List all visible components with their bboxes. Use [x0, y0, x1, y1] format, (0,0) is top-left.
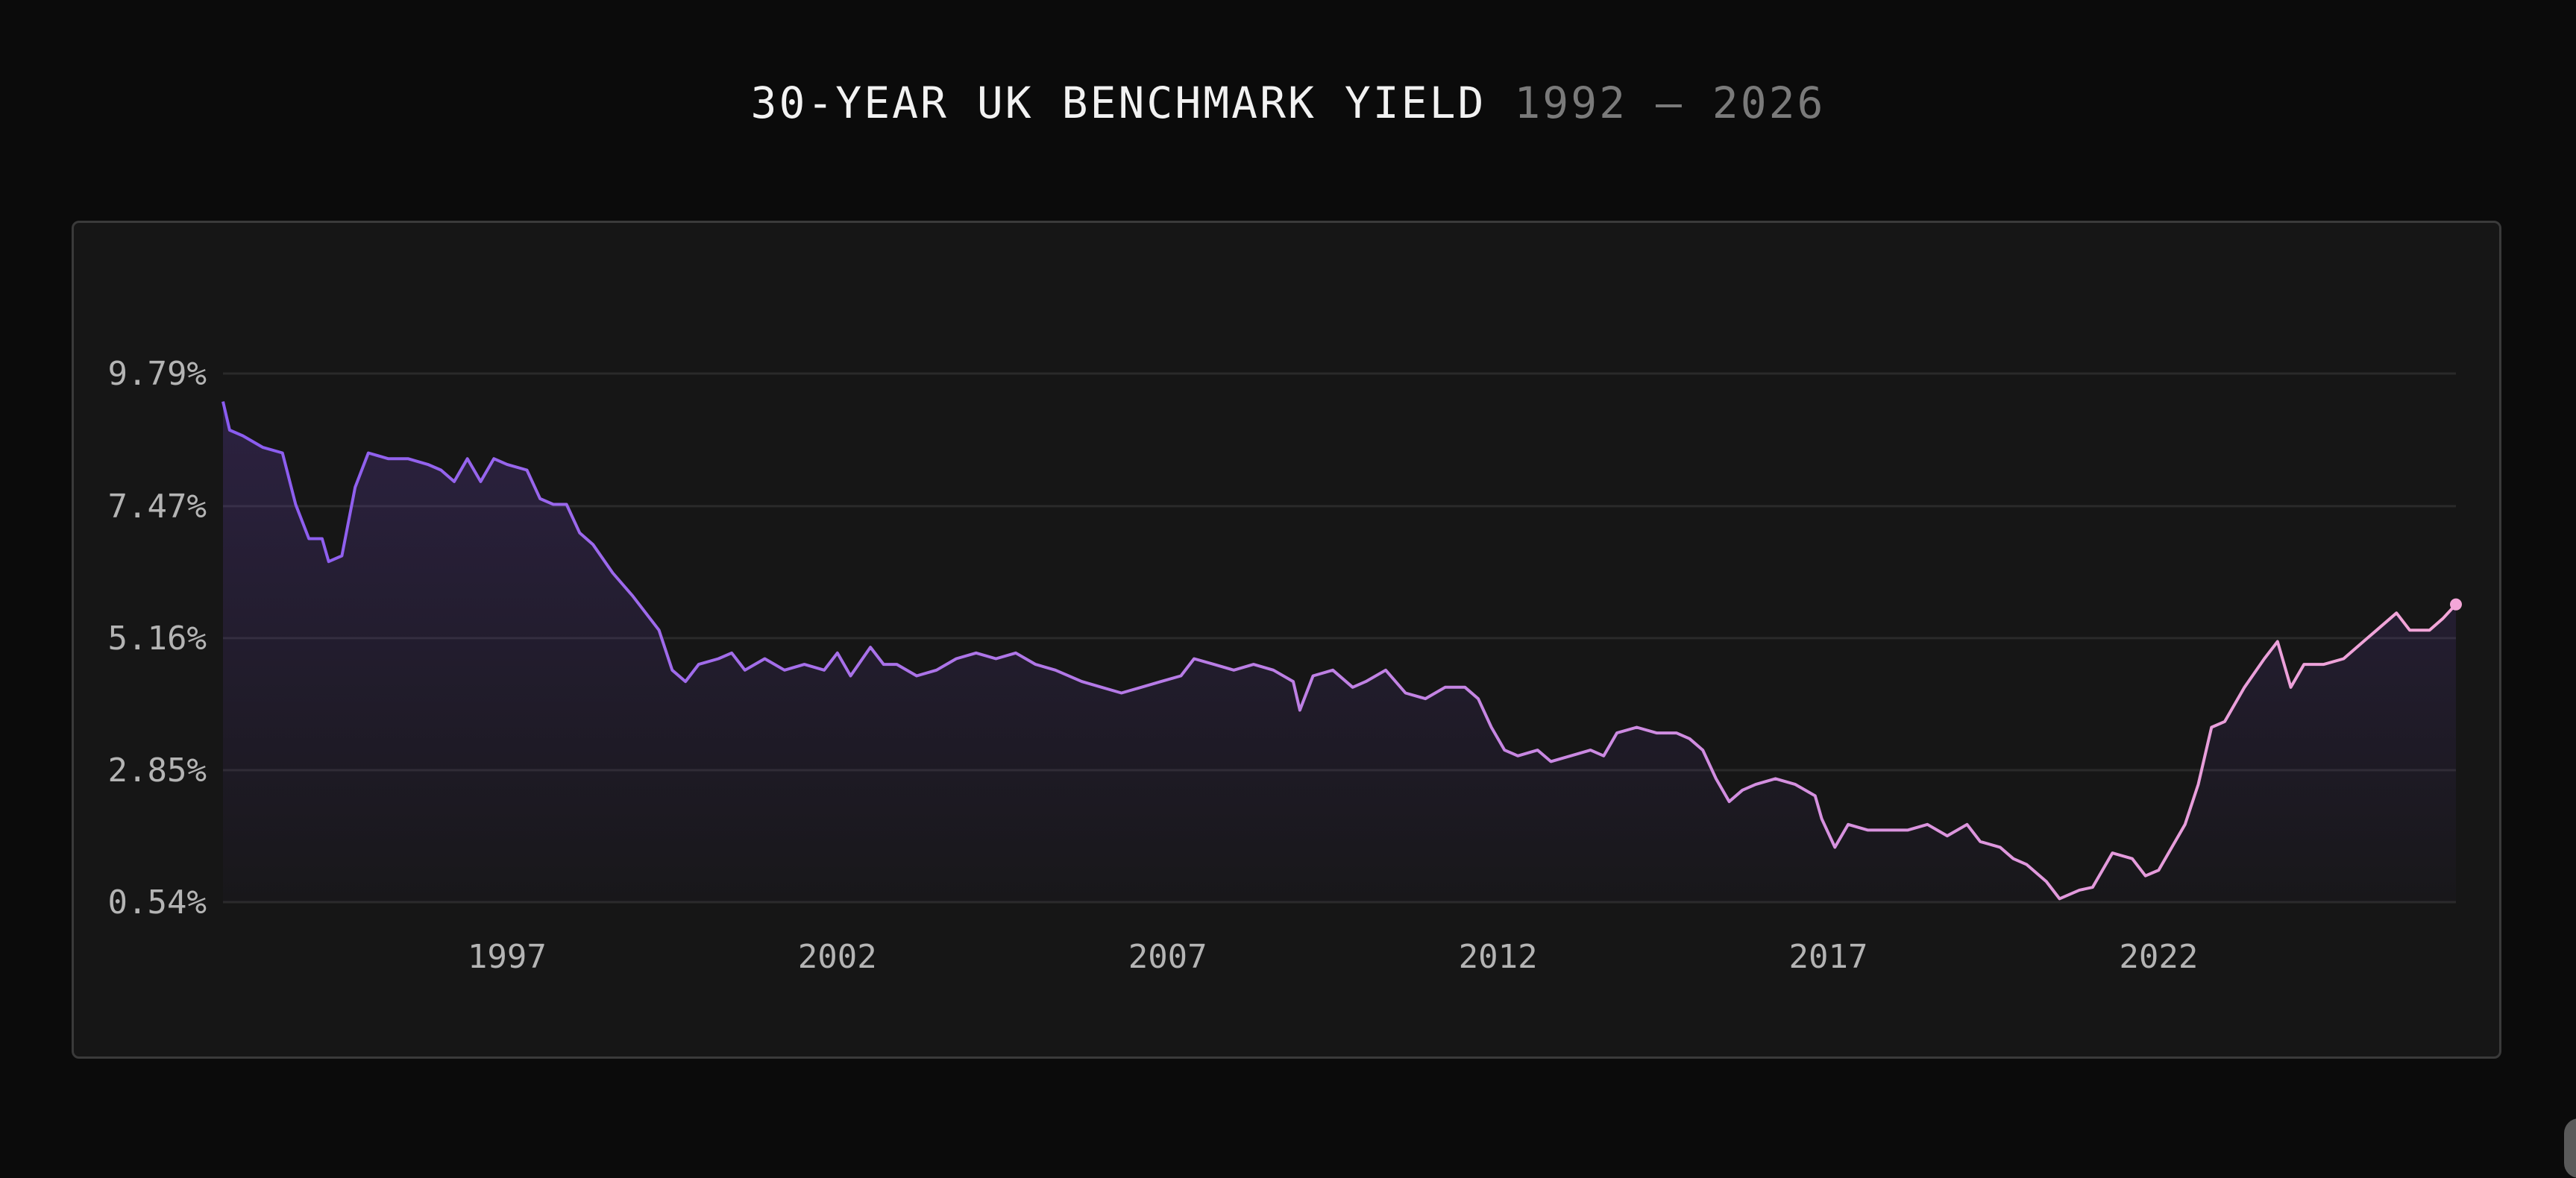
- corner-handle[interactable]: [2564, 1118, 2576, 1178]
- series-line: [222, 401, 2457, 901]
- y-tick-label: 5.16%: [108, 620, 207, 658]
- chart-title-range: 1992 — 2026: [1514, 78, 1826, 128]
- x-tick-label: 2012: [1459, 938, 1538, 976]
- x-tick-label: 2007: [1128, 938, 1207, 976]
- chart-title: 30-YEAR UK BENCHMARK YIELD 1992 — 2026: [0, 78, 2576, 128]
- x-tick-label: 2002: [798, 938, 877, 976]
- x-tick-label: 2022: [2119, 938, 2198, 976]
- y-tick-label: 2.85%: [108, 752, 207, 790]
- x-tick-label: 1997: [468, 938, 547, 976]
- y-tick-label: 0.54%: [108, 884, 207, 922]
- chart-panel: 0.54% 2.85% 5.16% 7.47% 9.79% 1997 2002 2007 20…: [72, 221, 2501, 1059]
- x-axis: 1997 2002 2007 2012 2017 2022: [468, 938, 2198, 976]
- y-tick-label: 7.47%: [108, 488, 207, 526]
- chart-title-main: 30-YEAR UK BENCHMARK YIELD: [750, 78, 1486, 128]
- y-axis: 0.54% 2.85% 5.16% 7.47% 9.79%: [108, 355, 207, 922]
- y-tick-label: 9.79%: [108, 355, 207, 393]
- series-end-marker: [2450, 598, 2462, 611]
- x-tick-label: 2017: [1789, 938, 1868, 976]
- line-chart: 0.54% 2.85% 5.16% 7.47% 9.79% 1997 2002 2007 20…: [108, 355, 2462, 976]
- series-area: [223, 401, 2456, 902]
